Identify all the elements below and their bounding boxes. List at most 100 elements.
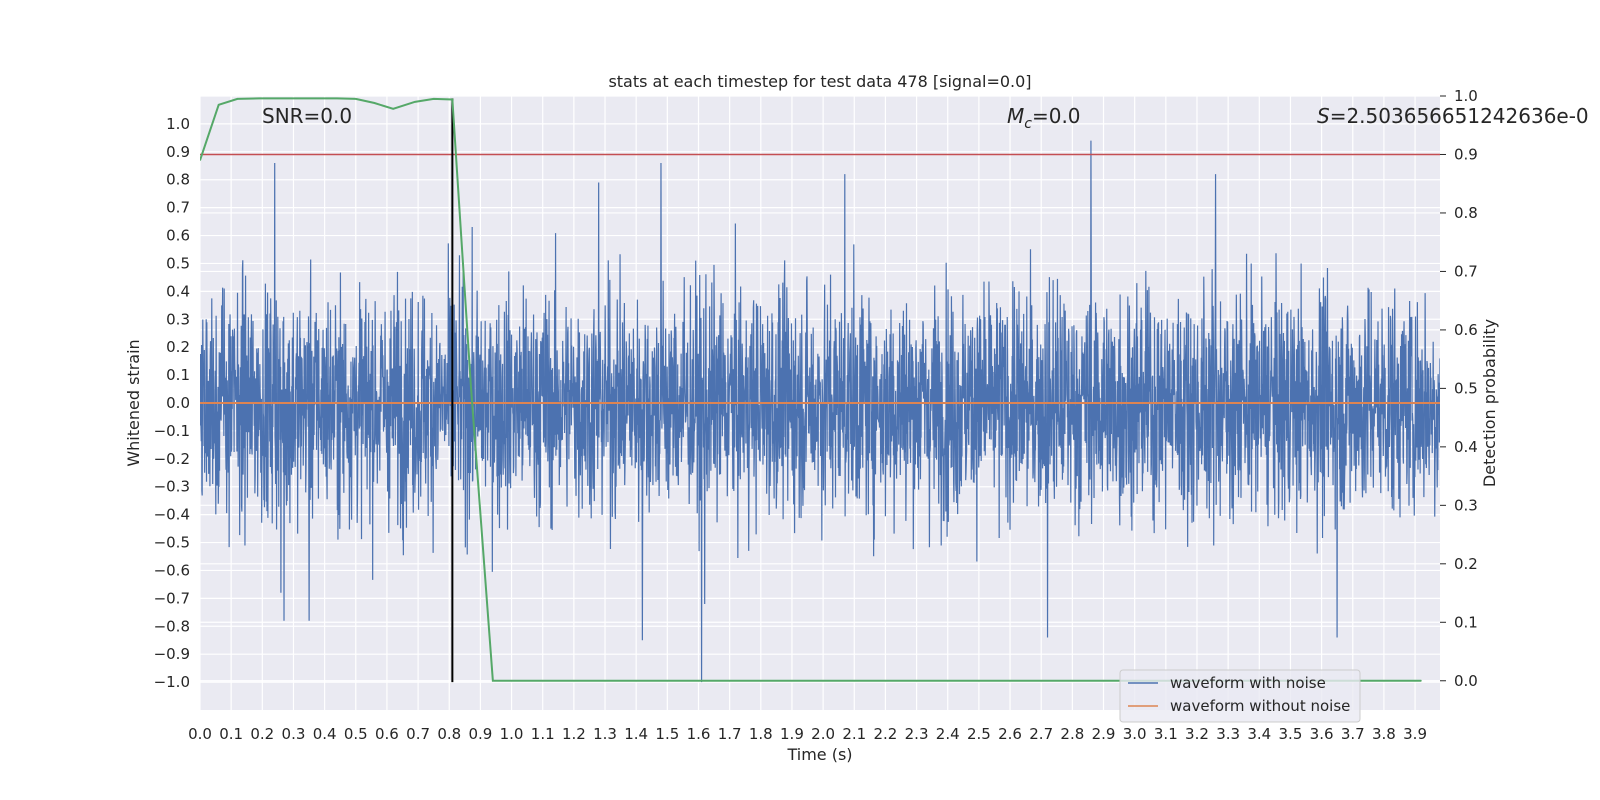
- x-tick-label: 3.8: [1372, 725, 1396, 743]
- y-tick-label: 0.3: [166, 310, 190, 328]
- x-axis-ticks: 0.0 0.1 0.2 0.3 0.4 0.5 0.6 0.7 0.8 0.9 1.0 1.1 1.2 1…: [188, 725, 1427, 743]
- y-tick-label: −0.5: [154, 534, 190, 552]
- chart-title: stats at each timestep for test data 478…: [608, 72, 1031, 91]
- x-tick-label: 2.6: [998, 725, 1022, 743]
- detection-probability-point: [392, 108, 394, 110]
- x-tick-label: 2.2: [873, 725, 897, 743]
- x-tick-label: 0.9: [468, 725, 492, 743]
- detection-probability-point: [258, 97, 260, 99]
- x-tick-label: 3.1: [1154, 725, 1178, 743]
- detection-probability-point: [451, 99, 453, 101]
- y-right-tick-label: 0.8: [1454, 204, 1478, 222]
- x-tick-label: 3.2: [1185, 725, 1209, 743]
- y-tick-label: 0.5: [166, 254, 190, 272]
- detection-probability-point: [236, 98, 238, 100]
- y-right-tick-label: 0.5: [1454, 379, 1478, 397]
- detection-probability-point: [314, 97, 316, 99]
- y-right-tick-label: 1.0: [1454, 87, 1478, 105]
- x-tick-label: 1.6: [687, 725, 711, 743]
- x-tick-label: 0.7: [406, 725, 430, 743]
- x-tick-label: 2.8: [1060, 725, 1084, 743]
- y-right-tick-label: 0.9: [1454, 145, 1478, 163]
- detection-probability-point: [373, 102, 375, 104]
- x-tick-label: 2.4: [936, 725, 960, 743]
- detection-probability-point: [296, 97, 298, 99]
- y-axis-right-ticks: 1.0 0.9 0.8 0.7 0.6 0.5 0.4 0.3 0.2 0.1 0.0: [1440, 87, 1478, 690]
- x-tick-label: 1.3: [593, 725, 617, 743]
- y-axis-label: Whitened strain: [124, 339, 143, 466]
- x-tick-label: 3.4: [1247, 725, 1271, 743]
- y-right-tick-label: 0.3: [1454, 496, 1478, 514]
- y-right-tick-label: 0.7: [1454, 262, 1478, 280]
- x-tick-label: 0.5: [344, 725, 368, 743]
- y-tick-label: 0.7: [166, 199, 190, 217]
- x-tick-label: 1.2: [562, 725, 586, 743]
- x-tick-label: 0.0: [188, 725, 212, 743]
- y-right-tick-label: 0.0: [1454, 672, 1478, 690]
- detection-probability-point: [433, 98, 435, 100]
- y-right-tick-label: 0.6: [1454, 321, 1478, 339]
- x-tick-label: 0.2: [250, 725, 274, 743]
- y-tick-label: −0.3: [154, 478, 190, 496]
- x-tick-label: 2.3: [905, 725, 929, 743]
- x-tick-label: 1.1: [531, 725, 555, 743]
- x-tick-label: 0.4: [313, 725, 337, 743]
- x-tick-label: 1.5: [655, 725, 679, 743]
- y-tick-label: 0.4: [166, 282, 190, 300]
- s-value-annotation: S=2.503656651242636e-0: [1317, 104, 1589, 128]
- y-tick-label: −1.0: [154, 673, 190, 691]
- x-tick-label: 2.7: [1029, 725, 1053, 743]
- detection-probability-point: [492, 680, 494, 682]
- y-tick-label: 0.2: [166, 338, 190, 356]
- detection-probability-point: [336, 97, 338, 99]
- series-layer: [200, 97, 1440, 683]
- y-tick-label: 0.1: [166, 366, 190, 384]
- detection-probability-point: [277, 97, 279, 99]
- detection-probability-point: [470, 387, 472, 389]
- y-axis-right-label: Detection probability: [1480, 319, 1499, 487]
- y-right-tick-label: 0.4: [1454, 438, 1478, 456]
- x-tick-label: 1.7: [718, 725, 742, 743]
- y-tick-label: 0.9: [166, 143, 190, 161]
- x-tick-label: 1.0: [500, 725, 524, 743]
- x-tick-label: 3.0: [1123, 725, 1147, 743]
- detection-probability-point: [200, 159, 201, 161]
- y-tick-label: −0.4: [154, 506, 190, 524]
- x-tick-label: 1.9: [780, 725, 804, 743]
- legend-box: [1119, 669, 1361, 723]
- y-tick-label: 0.8: [166, 171, 190, 189]
- x-tick-label: 0.1: [219, 725, 243, 743]
- detection-probability-point: [355, 98, 357, 100]
- detection-probability-point: [218, 104, 220, 106]
- y-axis-left-ticks: 1.0 0.9 0.8 0.7 0.6 0.5 0.4 0.3 0.2 0.1 0.0 −0.1 −0.…: [154, 115, 190, 691]
- x-tick-label: 0.6: [375, 725, 399, 743]
- x-tick-label: 1.4: [624, 725, 648, 743]
- y-tick-label: −0.1: [154, 422, 190, 440]
- x-tick-label: 3.9: [1403, 725, 1427, 743]
- y-tick-label: 0.6: [166, 227, 190, 245]
- waveform-with-noise-line: [200, 140, 1440, 683]
- x-tick-label: 3.5: [1279, 725, 1303, 743]
- x-tick-label: 3.3: [1216, 725, 1240, 743]
- x-tick-label: 2.9: [1092, 725, 1116, 743]
- detection-probability-point: [414, 101, 416, 103]
- x-tick-label: 3.6: [1310, 725, 1334, 743]
- y-tick-label: −0.6: [154, 561, 190, 579]
- x-tick-label: 2.1: [842, 725, 866, 743]
- y-tick-label: 1.0: [166, 115, 190, 133]
- y-tick-label: −0.2: [154, 450, 190, 468]
- y-right-tick-label: 0.2: [1454, 555, 1478, 573]
- x-tick-label: 1.8: [749, 725, 773, 743]
- y-right-tick-label: 0.1: [1454, 613, 1478, 631]
- legend: waveform with noise waveform without noi…: [1119, 669, 1361, 723]
- legend-label-with-noise: waveform with noise: [1170, 674, 1326, 692]
- y-tick-label: −0.9: [154, 645, 190, 663]
- x-axis-label: Time (s): [786, 745, 852, 764]
- y-tick-label: 0.0: [166, 394, 190, 412]
- detection-probability-point: [1420, 680, 1422, 682]
- x-tick-label: 0.3: [282, 725, 306, 743]
- chirp-mass-annotation: Mc=0.0: [1007, 104, 1081, 132]
- x-tick-label: 2.0: [811, 725, 835, 743]
- x-tick-label: 0.8: [437, 725, 461, 743]
